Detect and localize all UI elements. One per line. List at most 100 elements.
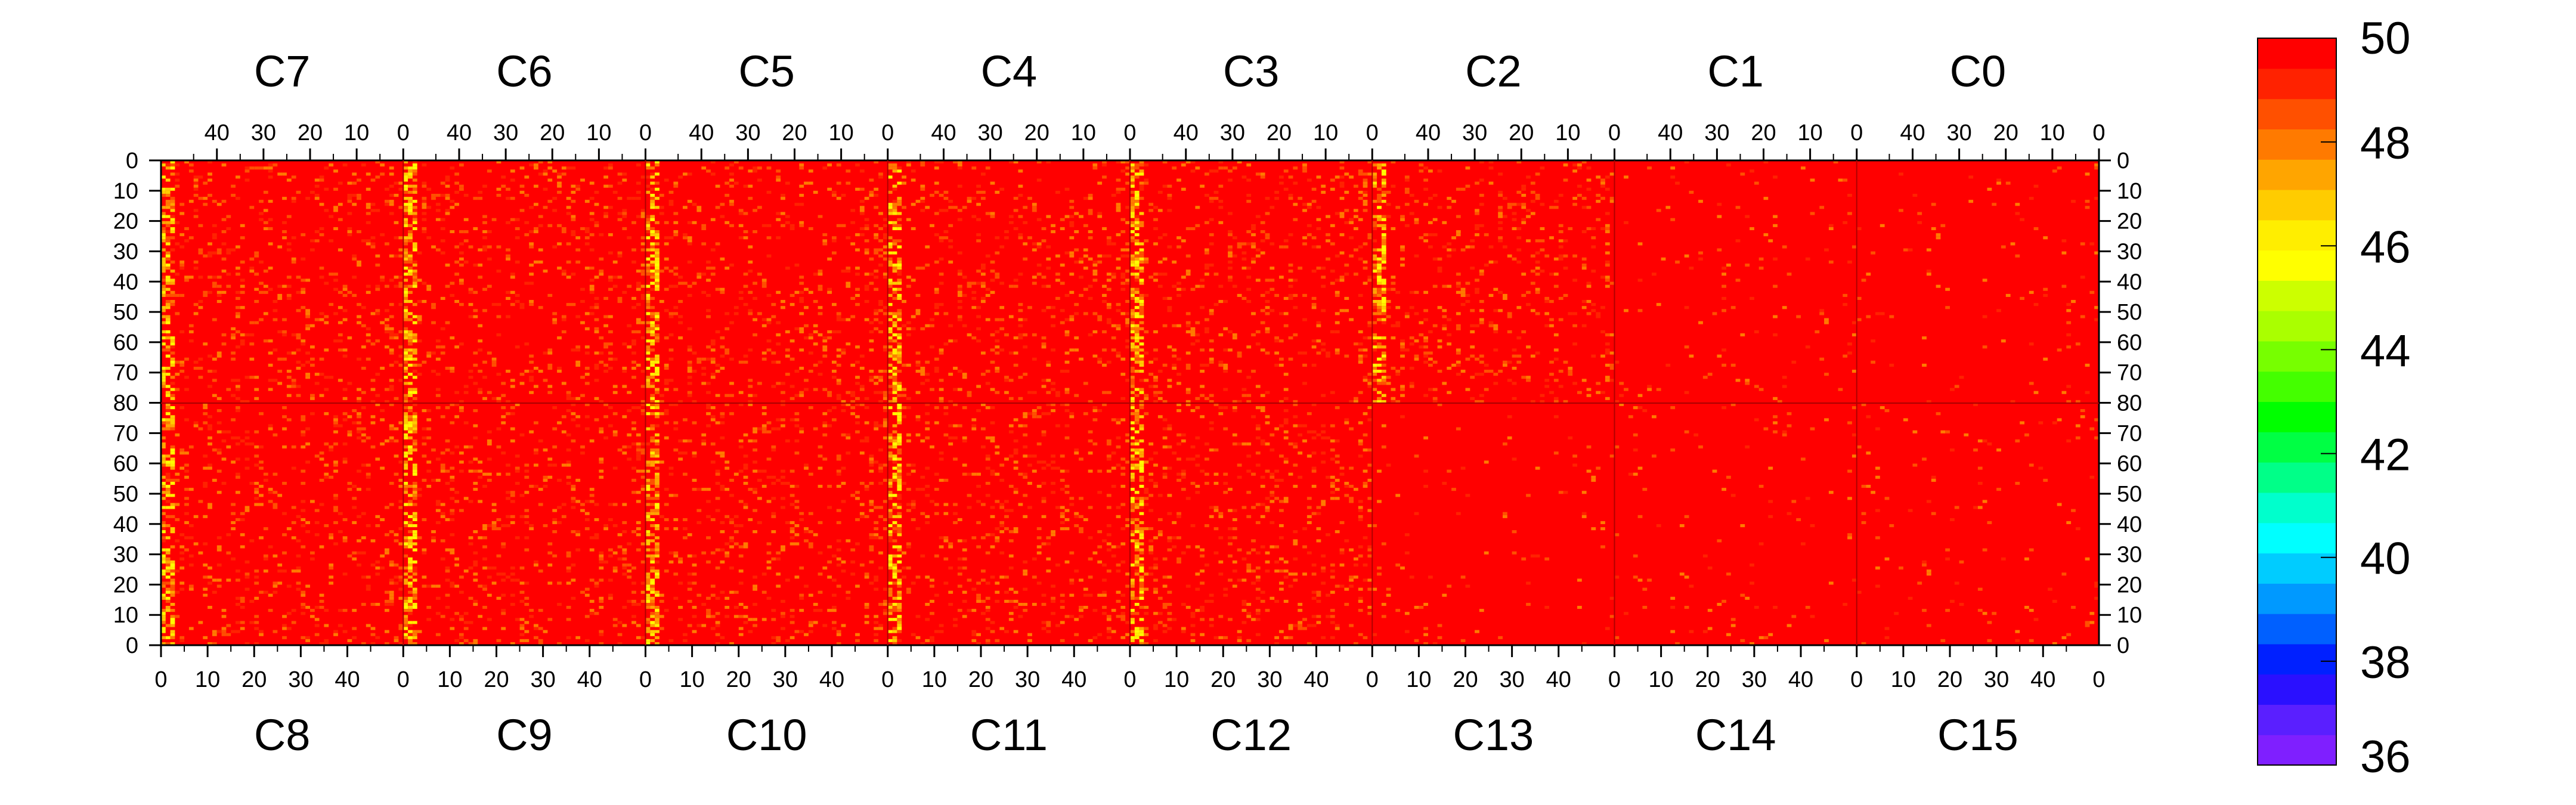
heatmap-cell	[878, 248, 883, 252]
heatmap-cell	[198, 248, 203, 252]
heatmap-cell	[883, 218, 888, 221]
heatmap-cell	[538, 439, 543, 442]
chip-cells-c7	[161, 160, 404, 403]
heatmap-cell	[529, 354, 534, 358]
heatmap-cell	[799, 412, 804, 416]
heatmap-cell	[496, 596, 501, 600]
heatmap-cell	[874, 376, 879, 379]
heatmap-cell	[733, 485, 739, 488]
heatmap-cell	[892, 163, 897, 167]
heatmap-cell	[389, 503, 394, 506]
heatmap-cell	[771, 636, 776, 639]
heatmap-cell	[683, 536, 688, 540]
heatmap-cell	[366, 488, 371, 491]
heatmap-cell	[216, 469, 222, 473]
heatmap-cell	[445, 284, 450, 288]
heatmap-cell	[161, 230, 166, 234]
heatmap-cell	[776, 587, 781, 591]
heatmap-cell	[655, 400, 660, 403]
heatmap-cell	[761, 590, 767, 594]
heatmap-cell	[804, 527, 809, 531]
heatmap-cell	[631, 430, 636, 434]
heatmap-cell	[375, 457, 380, 461]
heatmap-cell	[612, 618, 618, 621]
heatmap-cell	[683, 639, 688, 642]
heatmap-cell	[398, 181, 404, 185]
heatmap-cell	[766, 281, 772, 285]
heatmap-cell	[640, 478, 646, 482]
heatmap-cell	[561, 415, 566, 419]
heatmap-cell	[412, 209, 417, 212]
heatmap-cell	[543, 379, 548, 382]
heatmap-cell	[715, 621, 720, 624]
heatmap-cell	[645, 533, 651, 537]
heatmap-cell	[305, 351, 310, 355]
heatmap-cell	[342, 397, 348, 400]
heatmap-cell	[850, 457, 856, 461]
heatmap-cell	[785, 439, 790, 442]
heatmap-cell	[403, 624, 408, 627]
heatmap-cell	[710, 439, 716, 442]
heatmap-cell	[612, 203, 618, 206]
heatmap-cell	[519, 566, 525, 570]
heatmap-cell	[534, 224, 538, 227]
heatmap-cell	[608, 251, 613, 255]
heatmap-cell	[645, 345, 651, 349]
heatmap-cell	[175, 221, 180, 224]
heatmap-cell	[584, 242, 590, 246]
heatmap-cell	[575, 187, 581, 191]
heatmap-cell	[347, 578, 352, 582]
heatmap-cell	[640, 569, 646, 573]
heatmap-cell	[170, 172, 175, 176]
heatmap-cell	[440, 345, 445, 349]
heatmap-cell	[412, 163, 417, 167]
heatmap-cell	[855, 491, 860, 494]
heatmap-cell	[170, 578, 175, 582]
heatmap-cell	[589, 421, 595, 425]
heatmap-cell	[655, 606, 660, 609]
heatmap-cell	[165, 267, 171, 270]
heatmap-cell	[687, 391, 692, 394]
heatmap-cell	[580, 394, 585, 397]
heatmap-cell	[510, 273, 515, 276]
heatmap-cell	[753, 166, 757, 170]
heatmap-cell	[869, 572, 874, 576]
heatmap-cell	[291, 445, 296, 449]
heatmap-cell	[357, 515, 361, 518]
heatmap-cell	[450, 533, 455, 537]
heatmap-cell	[412, 212, 417, 215]
heatmap-cell	[342, 412, 348, 416]
heatmap-cell	[254, 627, 259, 630]
heatmap-cell	[454, 245, 459, 249]
heatmap-cell	[584, 509, 590, 512]
heatmap-cell	[664, 242, 669, 246]
heatmap-cell	[366, 203, 371, 206]
heatmap-cell	[883, 527, 888, 531]
heatmap-cell	[799, 394, 804, 397]
heatmap-cell	[883, 551, 888, 555]
heatmap-cell	[631, 578, 636, 582]
heatmap-cell	[482, 221, 487, 224]
heatmap-cell	[501, 382, 506, 385]
heatmap-cell	[463, 218, 469, 221]
heatmap-cell	[426, 460, 432, 464]
heatmap-cell	[538, 503, 543, 506]
heatmap-cell	[692, 454, 697, 458]
heatmap-cell	[887, 166, 893, 170]
heatmap-cell	[789, 357, 795, 361]
heatmap-cell	[226, 624, 231, 627]
heatmap-cell	[366, 518, 371, 521]
heatmap-cell	[165, 564, 171, 567]
heatmap-cell	[454, 557, 459, 561]
heatmap-cell	[161, 309, 166, 312]
heatmap-cell	[710, 584, 716, 588]
heatmap-cell	[329, 391, 334, 394]
heatmap-cell	[692, 478, 697, 482]
heatmap-cell	[366, 624, 371, 627]
heatmap-cell	[757, 497, 762, 500]
heatmap-cell	[161, 621, 166, 624]
heatmap-cell	[212, 224, 217, 227]
heatmap-cell	[324, 376, 329, 379]
heatmap-cell	[692, 554, 697, 558]
heatmap-cell	[603, 427, 608, 431]
